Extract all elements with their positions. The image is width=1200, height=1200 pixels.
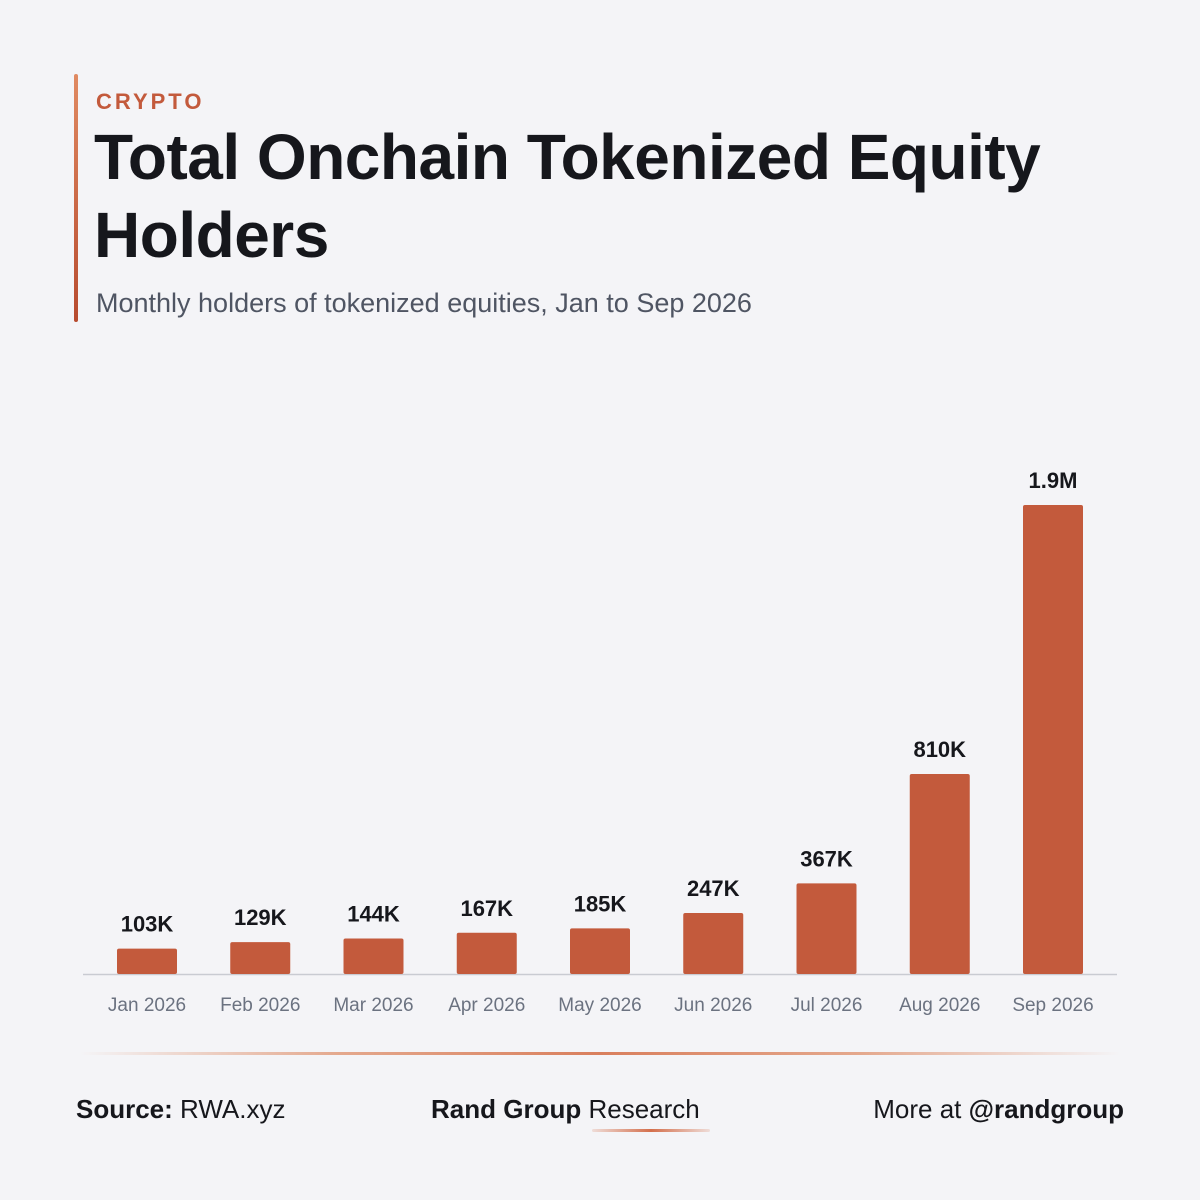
category-label: CRYPTO <box>96 89 205 114</box>
bar-aug-2026 <box>909 774 970 974</box>
x-tick-label: Apr 2026 <box>448 995 525 1016</box>
x-tick-label: Jul 2026 <box>791 995 863 1016</box>
source-value: RWA.xyz <box>180 1094 286 1124</box>
bar-chart: 103K 129K 144K 167K 185K 247K 367K 810K 1.9M Jan… <box>83 468 1117 1016</box>
more-label: More at <box>873 1094 962 1124</box>
bars-group <box>117 505 1083 974</box>
data-label: 144K <box>347 901 400 926</box>
bar-apr-2026 <box>456 932 517 974</box>
data-label: 810K <box>913 737 966 762</box>
data-labels-group: 103K 129K 144K 167K 185K 247K 367K 810K 1.9M <box>121 468 1078 937</box>
x-tick-label: Jun 2026 <box>674 995 752 1016</box>
data-label: 367K <box>800 846 853 871</box>
header-accent-bar <box>74 74 78 322</box>
bar-sep-2026 <box>1023 505 1083 974</box>
more-credit: More at @randgroup <box>873 1094 1124 1125</box>
bar-mar-2026 <box>343 938 404 974</box>
chart-title: Total Onchain Tokenized Equity Holders <box>94 121 1041 271</box>
data-label: 185K <box>574 891 627 916</box>
x-tick-labels-group: Jan 2026 Feb 2026 Mar 2026 Apr 2026 May 2026… <box>108 995 1094 1016</box>
footer-divider <box>80 1052 1120 1055</box>
chart-subtitle: Monthly holders of tokenized equities, J… <box>96 288 752 318</box>
data-label: 167K <box>460 896 513 921</box>
social-handle-link[interactable]: @randgroup <box>968 1094 1124 1124</box>
x-tick-label: Mar 2026 <box>333 995 413 1016</box>
data-label: 1.9M <box>1029 468 1078 493</box>
source-credit: Source: RWA.xyz <box>76 1094 286 1125</box>
x-tick-label: Jan 2026 <box>108 995 186 1016</box>
brand-suffix: Research <box>588 1094 700 1124</box>
brand-name: Rand Group <box>431 1094 582 1124</box>
bar-jan-2026 <box>117 948 177 974</box>
x-tick-label: Sep 2026 <box>1012 995 1093 1016</box>
source-label: Source: <box>76 1094 173 1124</box>
data-label: 103K <box>121 912 174 937</box>
bar-jun-2026 <box>683 913 744 974</box>
brand-underline <box>592 1129 710 1132</box>
data-label: 129K <box>234 905 287 930</box>
x-tick-label: Aug 2026 <box>899 995 980 1016</box>
x-tick-label: Feb 2026 <box>220 995 300 1016</box>
brand-credit: Rand Group Research <box>431 1094 700 1125</box>
bar-jul-2026 <box>796 883 857 974</box>
data-label: 247K <box>687 876 740 901</box>
bar-feb-2026 <box>230 942 291 974</box>
bar-may-2026 <box>570 928 630 974</box>
x-tick-label: May 2026 <box>558 995 641 1016</box>
